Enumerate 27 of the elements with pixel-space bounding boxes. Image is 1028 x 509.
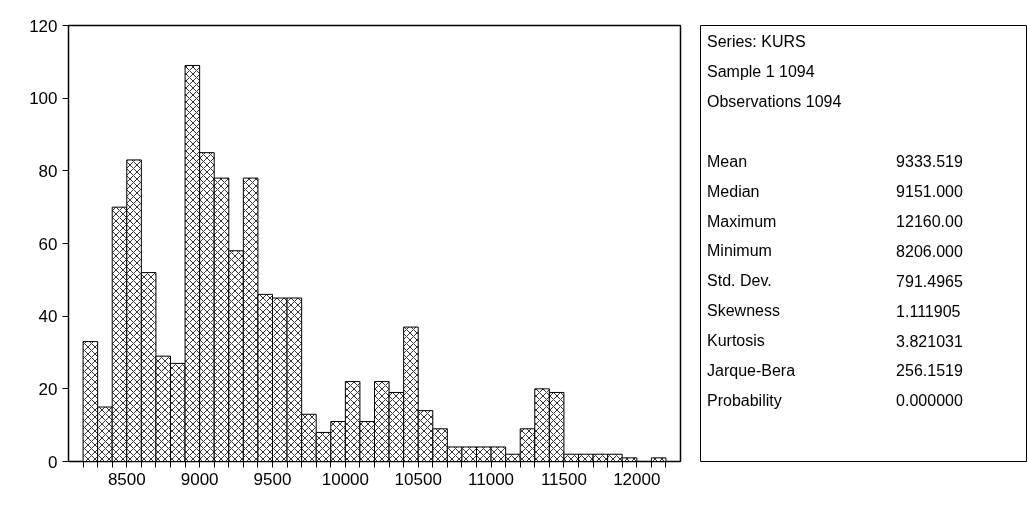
text: Std. Dev. 791.4965	[707, 272, 963, 290]
text: Jarque-Bera 256.1519	[707, 361, 963, 380]
text: Mean 9333.519	[707, 152, 963, 171]
y-tick-label: 60	[38, 234, 58, 254]
x-tick-label: 9500	[253, 469, 292, 489]
y-tick-label: 120	[29, 16, 58, 36]
text: Maximum 12160.00	[707, 212, 963, 231]
x-tick-label: 12000	[613, 469, 661, 489]
y-tick-label: 40	[38, 307, 58, 327]
text: Skewness 1.111905	[707, 302, 961, 320]
x-tick-label: 8500	[107, 469, 146, 489]
text: Minimum 8206.000	[707, 242, 963, 260]
y-tick-label: 0	[48, 452, 58, 472]
text: Observations 1094	[707, 93, 842, 111]
text: Median 9151.000	[707, 182, 963, 201]
y-tick-label: 80	[38, 161, 58, 181]
x-tick-label: 10500	[394, 469, 442, 489]
x-tick-label: 11500	[540, 469, 587, 489]
x-tick-label: 11000	[468, 469, 515, 489]
text: Probability 0.000000	[707, 391, 963, 410]
text: Series: KURS	[707, 33, 806, 51]
y-tick-label: 20	[38, 379, 58, 399]
y-tick-label: 100	[29, 89, 58, 109]
text: Sample 1 1094	[707, 63, 815, 81]
x-tick-label: 9000	[180, 469, 219, 489]
x-tick-label: 10000	[321, 469, 369, 489]
text: Kurtosis 3.821031	[707, 332, 963, 350]
